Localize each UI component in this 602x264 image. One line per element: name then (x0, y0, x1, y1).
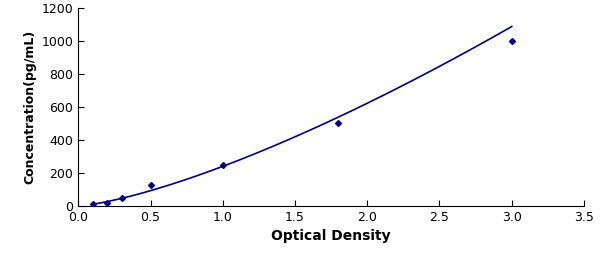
X-axis label: Optical Density: Optical Density (272, 229, 391, 243)
Y-axis label: Concentration(pg/mL): Concentration(pg/mL) (23, 30, 36, 184)
